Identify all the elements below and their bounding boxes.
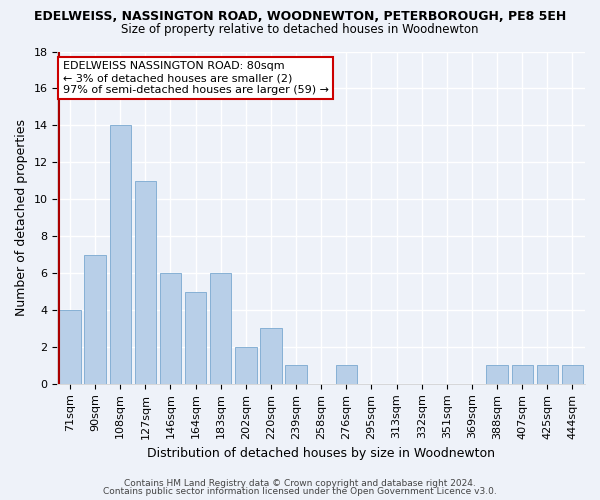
Bar bbox=[487, 366, 508, 384]
Bar bbox=[286, 366, 307, 384]
Bar bbox=[210, 273, 232, 384]
Bar bbox=[85, 254, 106, 384]
Bar bbox=[562, 366, 583, 384]
Bar bbox=[110, 126, 131, 384]
Bar bbox=[185, 292, 206, 384]
Bar bbox=[235, 347, 257, 384]
Y-axis label: Number of detached properties: Number of detached properties bbox=[15, 119, 28, 316]
Bar bbox=[134, 180, 156, 384]
Bar bbox=[512, 366, 533, 384]
Text: Size of property relative to detached houses in Woodnewton: Size of property relative to detached ho… bbox=[121, 22, 479, 36]
Text: EDELWEISS NASSINGTON ROAD: 80sqm
← 3% of detached houses are smaller (2)
97% of : EDELWEISS NASSINGTON ROAD: 80sqm ← 3% of… bbox=[62, 62, 329, 94]
Bar bbox=[260, 328, 281, 384]
Bar bbox=[335, 366, 357, 384]
Text: EDELWEISS, NASSINGTON ROAD, WOODNEWTON, PETERBOROUGH, PE8 5EH: EDELWEISS, NASSINGTON ROAD, WOODNEWTON, … bbox=[34, 10, 566, 23]
Bar bbox=[59, 310, 80, 384]
Bar bbox=[536, 366, 558, 384]
Text: Contains public sector information licensed under the Open Government Licence v3: Contains public sector information licen… bbox=[103, 487, 497, 496]
Bar bbox=[160, 273, 181, 384]
X-axis label: Distribution of detached houses by size in Woodnewton: Distribution of detached houses by size … bbox=[147, 447, 495, 460]
Text: Contains HM Land Registry data © Crown copyright and database right 2024.: Contains HM Land Registry data © Crown c… bbox=[124, 478, 476, 488]
